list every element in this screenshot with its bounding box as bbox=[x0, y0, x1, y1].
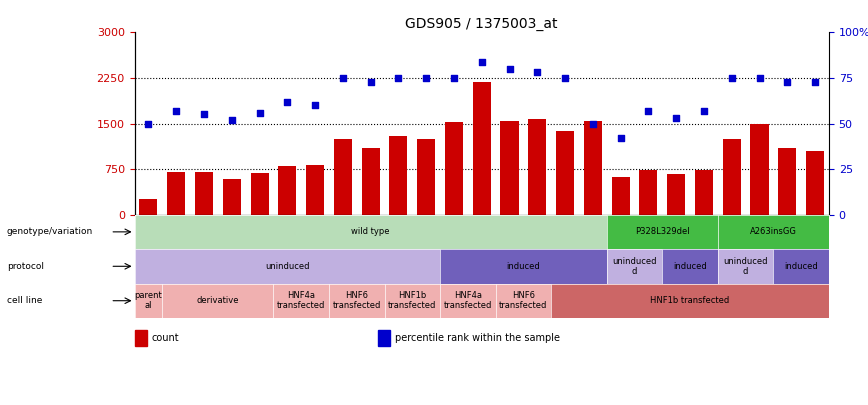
Text: HNF4a
transfected: HNF4a transfected bbox=[444, 291, 492, 310]
Text: percentile rank within the sample: percentile rank within the sample bbox=[395, 333, 560, 343]
Point bbox=[475, 58, 489, 65]
Bar bbox=[279, 166, 296, 215]
Bar bbox=[445, 122, 463, 215]
Bar bbox=[529, 119, 546, 215]
Bar bbox=[779, 148, 796, 215]
Bar bbox=[640, 170, 657, 215]
Text: induced: induced bbox=[785, 262, 818, 271]
Text: HNF6
transfected: HNF6 transfected bbox=[332, 291, 381, 310]
Bar bbox=[140, 200, 157, 215]
Text: count: count bbox=[152, 333, 180, 343]
Point bbox=[503, 66, 516, 72]
Point bbox=[364, 78, 378, 85]
Bar bbox=[378, 330, 390, 346]
Point bbox=[169, 107, 183, 114]
Bar bbox=[667, 174, 685, 215]
Point bbox=[641, 107, 655, 114]
Bar bbox=[418, 139, 435, 215]
Bar bbox=[362, 148, 379, 215]
Text: A263insGG: A263insGG bbox=[750, 227, 797, 237]
Bar bbox=[306, 165, 324, 215]
Point bbox=[530, 69, 544, 76]
Bar bbox=[251, 173, 268, 215]
Point bbox=[725, 75, 739, 81]
Text: HNF4a
transfected: HNF4a transfected bbox=[277, 291, 326, 310]
Point bbox=[197, 111, 211, 118]
Title: GDS905 / 1375003_at: GDS905 / 1375003_at bbox=[405, 17, 558, 31]
Point bbox=[669, 115, 683, 122]
Bar bbox=[390, 136, 407, 215]
Text: derivative: derivative bbox=[197, 296, 239, 305]
Bar bbox=[695, 170, 713, 215]
Bar bbox=[751, 124, 768, 215]
Bar bbox=[612, 177, 629, 215]
Text: HNF6
transfected: HNF6 transfected bbox=[499, 291, 548, 310]
Text: uninduced: uninduced bbox=[265, 262, 310, 271]
Text: HNF1b transfected: HNF1b transfected bbox=[650, 296, 730, 305]
Point bbox=[808, 78, 822, 85]
Bar bbox=[135, 330, 147, 346]
Bar bbox=[334, 139, 352, 215]
Bar bbox=[195, 172, 213, 215]
Bar bbox=[223, 179, 240, 215]
Bar bbox=[168, 172, 185, 215]
Point bbox=[614, 135, 628, 141]
Text: induced: induced bbox=[674, 262, 707, 271]
Text: uninduced
d: uninduced d bbox=[723, 257, 768, 276]
Text: uninduced
d: uninduced d bbox=[612, 257, 657, 276]
Point bbox=[753, 75, 766, 81]
Point bbox=[336, 75, 350, 81]
Text: parent
al: parent al bbox=[135, 291, 162, 310]
Bar bbox=[806, 151, 824, 215]
Point bbox=[253, 109, 266, 116]
Point bbox=[141, 120, 155, 127]
Point bbox=[308, 102, 322, 109]
Point bbox=[586, 120, 600, 127]
Point bbox=[280, 98, 294, 105]
Bar bbox=[723, 139, 740, 215]
Text: HNF1b
transfected: HNF1b transfected bbox=[388, 291, 437, 310]
Text: cell line: cell line bbox=[7, 296, 43, 305]
Text: genotype/variation: genotype/variation bbox=[7, 227, 93, 237]
Text: P328L329del: P328L329del bbox=[635, 227, 689, 237]
Text: induced: induced bbox=[507, 262, 540, 271]
Bar bbox=[556, 131, 574, 215]
Bar bbox=[584, 121, 602, 215]
Point bbox=[225, 117, 239, 123]
Point bbox=[447, 75, 461, 81]
Point bbox=[419, 75, 433, 81]
Text: protocol: protocol bbox=[7, 262, 43, 271]
Text: wild type: wild type bbox=[352, 227, 390, 237]
Bar bbox=[501, 121, 518, 215]
Bar bbox=[473, 82, 490, 215]
Point bbox=[780, 78, 794, 85]
Point bbox=[558, 75, 572, 81]
Point bbox=[697, 107, 711, 114]
Point bbox=[391, 75, 405, 81]
